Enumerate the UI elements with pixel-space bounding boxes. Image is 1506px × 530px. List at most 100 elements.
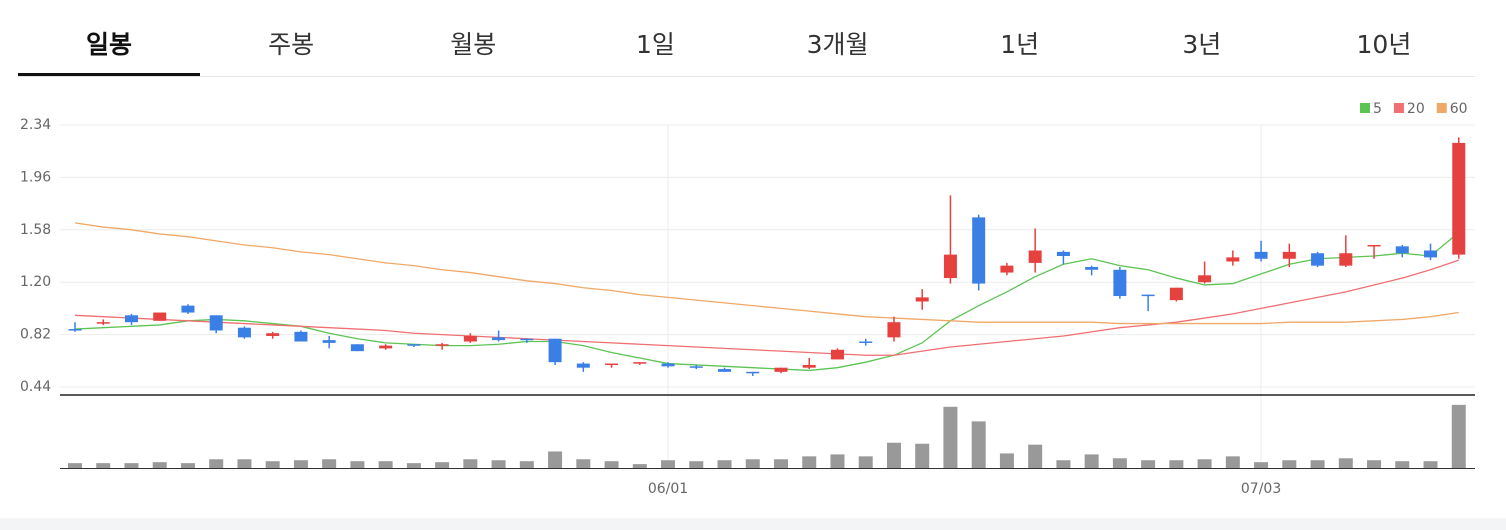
footer-strip	[0, 518, 1506, 530]
y-tick-label: 0.44	[20, 379, 51, 395]
y-tick-label: 1.96	[20, 169, 51, 185]
volume-bar	[1254, 462, 1269, 468]
candle-body	[1282, 251, 1296, 259]
tab[interactable]: 월봉	[450, 30, 497, 59]
candle-body	[1452, 142, 1466, 255]
candle-body	[1000, 265, 1014, 273]
candle-body	[294, 331, 308, 342]
volume-bar	[1367, 460, 1382, 468]
volume-bar	[1282, 460, 1297, 468]
volume-bar	[745, 459, 760, 468]
candle-body	[237, 327, 251, 338]
volume-bar	[1423, 461, 1438, 468]
candle-body	[1085, 267, 1099, 270]
candle-body	[1311, 253, 1325, 266]
candle-body	[492, 337, 506, 341]
chart: 2.34 1.96 1.58 1.20 0.82 0.44 06/01 07/03 5 20 60	[20, 101, 1475, 497]
volume-bar	[576, 459, 591, 468]
volume-bar	[689, 461, 704, 468]
tab[interactable]: 10년	[1356, 30, 1412, 59]
volume-bar	[406, 463, 421, 468]
candle-body	[520, 338, 534, 341]
candle-body	[1226, 257, 1240, 262]
candle-body	[774, 367, 788, 372]
volume-bar	[1056, 460, 1071, 468]
volume-bar	[180, 463, 195, 468]
volume-bar	[519, 461, 534, 468]
ma-line	[74, 232, 1460, 372]
volume-bar	[604, 461, 619, 468]
candle-body	[1339, 253, 1353, 266]
candle-body	[1169, 287, 1183, 301]
y-tick-label: 1.20	[20, 274, 51, 290]
volume-bar	[96, 463, 111, 468]
candle-body	[435, 344, 449, 346]
candle-body	[1141, 294, 1155, 297]
candle-body	[943, 254, 957, 279]
tab[interactable]: 일봉	[18, 0, 201, 76]
tab[interactable]: 3개월	[806, 30, 869, 59]
tab[interactable]: 1일	[635, 30, 675, 59]
candle-body	[68, 329, 82, 331]
tab[interactable]: 3년	[1182, 30, 1222, 59]
candle-body	[463, 335, 477, 342]
volume-bar	[999, 453, 1014, 468]
volume-bar	[350, 461, 365, 468]
candle-body	[1254, 251, 1268, 259]
x-tick-label: 07/03	[1241, 481, 1281, 497]
x-tick-label: 06/01	[648, 481, 688, 497]
candle-body	[746, 371, 760, 374]
candle-body	[379, 345, 393, 349]
y-tick-label: 1.58	[20, 222, 51, 238]
legend-label: 60	[1450, 101, 1468, 117]
volume-bar	[124, 463, 139, 468]
volume-bar	[971, 421, 986, 468]
volume-bar	[1169, 460, 1184, 468]
tab[interactable]: 주봉	[268, 30, 315, 59]
candle-body	[830, 349, 844, 360]
volume-bar	[858, 456, 873, 468]
candle-body	[576, 363, 590, 368]
volume-bar	[1310, 460, 1325, 468]
volume-bar	[152, 462, 167, 468]
volume-bar	[1225, 456, 1240, 468]
volume-bar	[435, 462, 450, 468]
candle-body	[1028, 250, 1042, 263]
legend-swatch	[1360, 103, 1370, 113]
legend-label: 5	[1373, 101, 1382, 117]
volume-bar	[1141, 460, 1156, 468]
ma-line	[74, 222, 1459, 325]
volume-bar	[237, 459, 252, 468]
candle-body	[633, 362, 647, 364]
candle-body	[548, 338, 562, 363]
volume-bar	[209, 459, 224, 468]
volume-bar	[293, 460, 308, 468]
volume-bar	[322, 459, 337, 468]
volume-bar	[830, 454, 845, 468]
volume-bar	[463, 459, 478, 468]
y-tick-label: 2.34	[20, 117, 51, 133]
volume-bar	[943, 406, 958, 468]
candle-body	[972, 217, 986, 284]
volume-bar	[802, 456, 817, 468]
volume-bar	[774, 459, 788, 468]
candle-body	[915, 297, 929, 302]
candle-body	[802, 364, 816, 368]
candle-body	[266, 333, 280, 336]
volume-bar	[1395, 461, 1410, 468]
candle-body	[1367, 244, 1381, 247]
volume-bar	[661, 460, 676, 468]
candle-body	[1113, 269, 1127, 296]
volume-bar	[548, 451, 563, 468]
candle-body	[153, 312, 167, 321]
y-tick-label: 0.82	[20, 327, 51, 343]
volume-bar	[632, 464, 647, 468]
candle-body	[209, 315, 223, 331]
candle-body	[1198, 275, 1212, 283]
candle-body	[407, 344, 421, 346]
legend-swatch	[1393, 103, 1404, 113]
volume-bar	[1084, 454, 1099, 468]
candle-body	[96, 322, 110, 324]
tab[interactable]: 1년	[1000, 30, 1040, 59]
